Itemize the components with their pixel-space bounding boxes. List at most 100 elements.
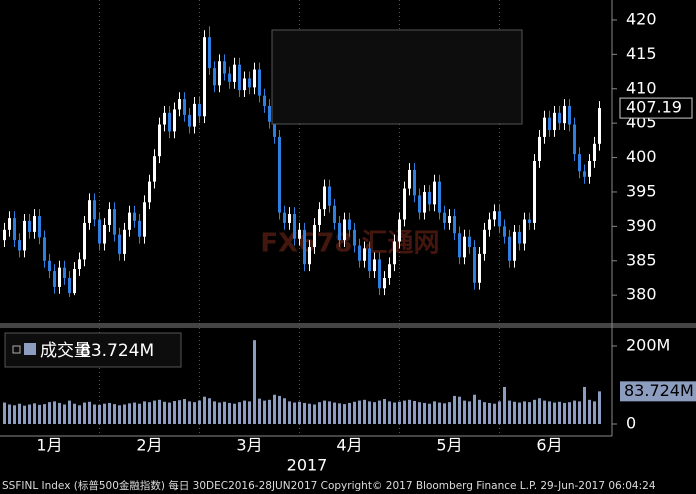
legend-toggle[interactable]: [12, 345, 21, 354]
candle-body: [143, 202, 146, 237]
candle-body: [588, 161, 591, 177]
candle-body: [458, 233, 461, 258]
candle-body: [243, 78, 246, 91]
candle-body: [188, 114, 191, 127]
candle-body: [223, 61, 226, 74]
volume-bar: [248, 401, 251, 424]
volume-bar: [583, 386, 586, 424]
candle-body: [433, 181, 436, 205]
volume-bar: [448, 402, 451, 424]
volume-tick-label: 200M: [626, 336, 670, 355]
candle-body: [288, 213, 291, 223]
candle-body: [203, 37, 206, 117]
volume-bar: [218, 402, 221, 424]
volume-bar: [303, 402, 306, 424]
volume-bar: [28, 404, 31, 424]
volume-bar: [558, 401, 561, 424]
candle-body: [593, 143, 596, 161]
volume-bar: [68, 400, 71, 424]
volume-bar: [298, 401, 301, 424]
candle-body: [508, 236, 511, 261]
y-tick-label: 410: [626, 78, 657, 97]
volume-bar: [283, 398, 286, 424]
volume-bar: [3, 402, 6, 424]
candle-body: [318, 209, 321, 225]
volume-bar: [418, 402, 421, 424]
volume-bar: [393, 402, 396, 424]
candle-body: [163, 112, 166, 125]
volume-bar: [278, 395, 281, 424]
candle-body: [493, 211, 496, 220]
volume-bar: [118, 405, 121, 424]
volume-bar: [63, 404, 66, 424]
volume-bar: [128, 403, 131, 424]
volume-bar: [103, 403, 106, 424]
candle-body: [93, 200, 96, 220]
volume-bar: [478, 399, 481, 424]
candle-body: [448, 216, 451, 223]
candle-body: [418, 195, 421, 213]
x-tick-label: 1月: [36, 436, 62, 455]
volume-bar: [198, 400, 201, 424]
candle-body: [568, 105, 571, 125]
candle-body: [3, 229, 6, 241]
candle-body: [518, 231, 521, 244]
volume-bar: [113, 404, 116, 424]
volume-bar: [193, 402, 196, 424]
footer: SSFINL Index (标普500金融指数) 每日 30DEC2016-28…: [2, 479, 656, 492]
y-tick-label: 385: [626, 250, 657, 269]
volume-bar: [58, 402, 61, 424]
volume-bar: [358, 400, 361, 424]
candle-body: [363, 248, 366, 261]
volume-bar: [163, 401, 166, 424]
candle-body: [353, 229, 356, 246]
volume-bar: [93, 404, 96, 424]
candle-body: [58, 267, 61, 287]
candle-body: [33, 216, 36, 232]
volume-bar: [428, 403, 431, 424]
volume-bar: [203, 396, 206, 424]
candle-body: [548, 117, 551, 131]
volume-bar: [593, 401, 596, 424]
candle-body: [23, 220, 26, 251]
candle-body: [538, 136, 541, 161]
candle-body: [113, 209, 116, 235]
candle-body: [283, 212, 286, 223]
candle-body: [338, 222, 341, 241]
last-volume-box: [620, 381, 696, 402]
volume-bar: [263, 400, 266, 424]
candle-body: [348, 219, 351, 230]
candle-body: [13, 218, 16, 241]
candle-body: [178, 99, 181, 110]
candle-body: [78, 259, 81, 270]
volume-bar: [253, 340, 256, 424]
volume-bar: [373, 402, 376, 424]
last-volume-label: 83.724M: [624, 381, 694, 400]
candle-body: [28, 220, 31, 232]
candle-body: [293, 213, 296, 239]
candle-body: [263, 95, 266, 106]
volume-bar: [33, 403, 36, 424]
volume-bar: [18, 403, 21, 424]
candle-body: [463, 236, 466, 258]
volume-bar: [503, 386, 506, 424]
candle-body: [273, 121, 276, 137]
candle-body: [103, 224, 106, 244]
volume-bar: [323, 400, 326, 424]
volume-bar: [413, 400, 416, 424]
candle-body: [323, 186, 326, 210]
volume-bar: [578, 401, 581, 424]
candle-body: [48, 260, 51, 272]
candle-body: [523, 219, 526, 244]
volume-bar: [363, 399, 366, 424]
candle-body: [63, 267, 66, 278]
candle-body: [213, 68, 216, 86]
volume-bar: [458, 396, 461, 424]
candle-body: [583, 171, 586, 177]
candle-body: [98, 219, 101, 244]
x-tick-label: 2月: [136, 436, 162, 455]
volume-bar: [368, 401, 371, 424]
y-tick-label: 390: [626, 216, 657, 235]
